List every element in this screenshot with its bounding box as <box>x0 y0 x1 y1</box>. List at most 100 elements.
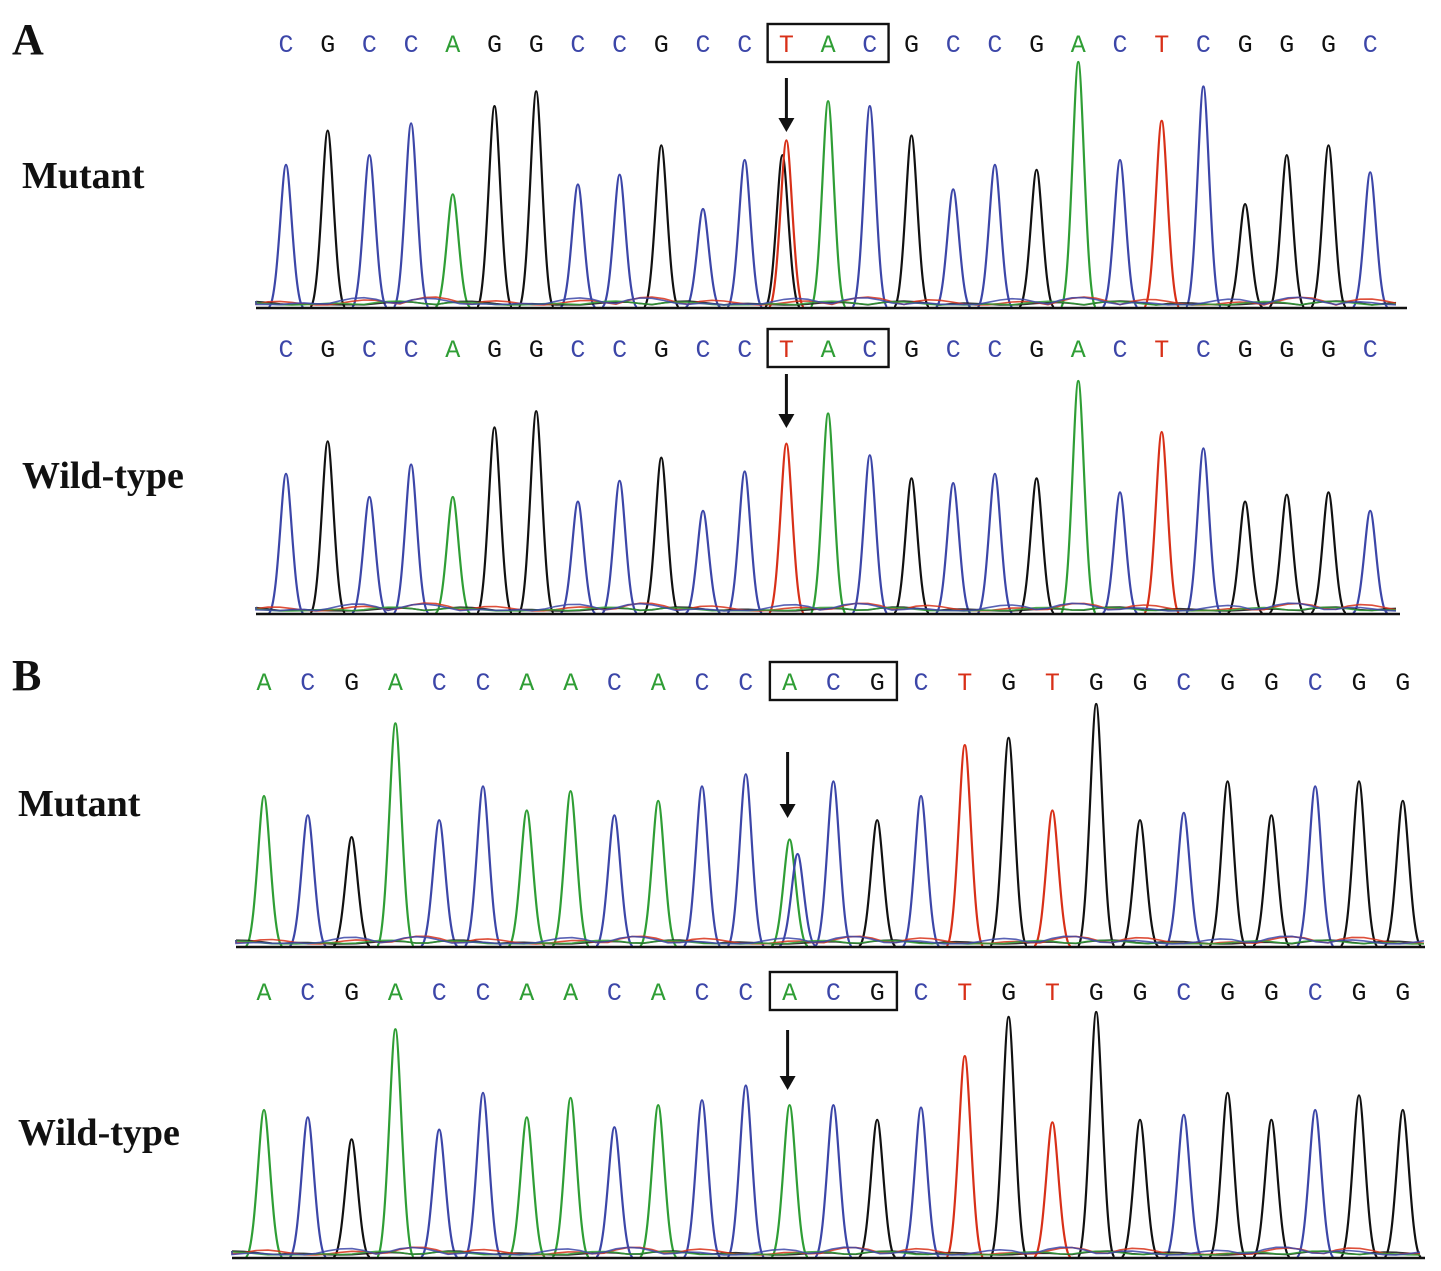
trace-t-b-mutant <box>945 744 1072 948</box>
base-call-b-wildtype-21: G <box>1132 979 1147 1008</box>
trace-a-a-wildtype <box>434 379 1097 615</box>
trace-a-a-mutant <box>434 60 1097 309</box>
trace-g-b-wildtype <box>332 1010 1423 1259</box>
base-call-a-wildtype-2: G <box>320 336 335 365</box>
background-noise-c-b-wildtype <box>231 1246 1421 1256</box>
base-call-b-wildtype-18: G <box>1001 979 1016 1008</box>
base-call-a-mutant-20: A <box>1071 31 1086 60</box>
base-call-b-wildtype-11: C <box>694 979 709 1008</box>
base-call-b-mutant-11: C <box>694 669 709 698</box>
base-call-a-wildtype-23: C <box>1196 336 1211 365</box>
base-call-a-mutant-21: C <box>1112 31 1127 60</box>
base-call-a-wildtype-19: G <box>1029 336 1044 365</box>
base-call-b-mutant-24: G <box>1264 669 1279 698</box>
base-call-b-mutant-25: C <box>1308 669 1323 698</box>
background-noise-c-a-mutant <box>255 296 1397 306</box>
base-call-b-wildtype-22: C <box>1176 979 1191 1008</box>
base-call-b-mutant-1: A <box>256 669 271 698</box>
trace-t-a-wildtype <box>767 430 1181 615</box>
trace-t-a-mutant <box>767 119 1181 309</box>
base-call-a-wildtype-5: A <box>445 336 460 365</box>
base-call-b-mutant-4: A <box>388 669 403 698</box>
base-call-b-mutant-23: G <box>1220 669 1235 698</box>
base-call-a-mutant-4: C <box>404 31 419 60</box>
base-call-a-wildtype-27: C <box>1363 336 1378 365</box>
base-call-b-wildtype-25: C <box>1308 979 1323 1008</box>
arrow-down-icon <box>779 1076 796 1090</box>
base-call-b-wildtype-1: A <box>256 979 271 1008</box>
base-call-a-mutant-11: C <box>695 31 710 60</box>
base-call-b-mutant-21: G <box>1132 669 1147 698</box>
base-call-a-wildtype-10: G <box>654 336 669 365</box>
base-call-a-mutant-9: C <box>612 31 627 60</box>
base-call-b-wildtype-7: A <box>519 979 534 1008</box>
base-call-a-wildtype-8: C <box>570 336 585 365</box>
base-call-a-wildtype-6: G <box>487 336 502 365</box>
base-call-a-wildtype-15: C <box>862 336 877 365</box>
codon-box-b-mutant <box>768 660 899 702</box>
base-call-a-wildtype-21: C <box>1112 336 1127 365</box>
base-call-a-wildtype-9: C <box>612 336 627 365</box>
base-call-b-mutant-13: A <box>782 669 797 698</box>
base-call-a-wildtype-3: C <box>362 336 377 365</box>
base-call-a-mutant-22: T <box>1154 31 1169 60</box>
base-call-a-mutant-14: A <box>821 31 836 60</box>
base-call-b-wildtype-4: A <box>388 979 403 1008</box>
base-call-a-wildtype-17: C <box>946 336 961 365</box>
panel-b-wildtype-label: Wild-type <box>18 1112 180 1154</box>
codon-box-a-mutant <box>766 22 890 64</box>
base-call-a-wildtype-4: C <box>404 336 419 365</box>
base-call-a-mutant-6: G <box>487 31 502 60</box>
base-call-a-mutant-23: C <box>1196 31 1211 60</box>
base-call-a-mutant-27: C <box>1363 31 1378 60</box>
base-call-b-wildtype-8: A <box>563 979 578 1008</box>
trace-t-b-wildtype <box>945 1055 1072 1259</box>
base-call-b-mutant-9: C <box>607 669 622 698</box>
trace-g-b-mutant <box>332 702 1423 948</box>
base-call-a-mutant-12: C <box>737 31 752 60</box>
base-call-b-wildtype-6: C <box>475 979 490 1008</box>
base-call-b-mutant-7: A <box>519 669 534 698</box>
base-call-a-wildtype-16: G <box>904 336 919 365</box>
base-call-b-mutant-17: T <box>957 669 972 698</box>
trace-c-a-wildtype <box>267 447 1389 615</box>
background-noise-c-a-wildtype <box>255 602 1397 612</box>
base-call-a-mutant-18: C <box>987 31 1002 60</box>
panel-a-wildtype-label: Wild-type <box>22 455 184 497</box>
arrow-down-icon <box>778 414 795 428</box>
base-call-b-mutant-6: C <box>475 669 490 698</box>
background-noise-t-b-mutant <box>235 935 1425 945</box>
base-call-b-wildtype-13: A <box>782 979 797 1008</box>
base-call-b-wildtype-27: G <box>1395 979 1410 1008</box>
base-call-b-wildtype-19: T <box>1045 979 1060 1008</box>
base-call-a-mutant-7: G <box>529 31 544 60</box>
base-call-a-wildtype-22: T <box>1154 336 1169 365</box>
panel-a-mutant-label: Mutant <box>22 155 145 197</box>
base-call-a-mutant-5: A <box>445 31 460 60</box>
base-call-a-wildtype-12: C <box>737 336 752 365</box>
base-call-b-wildtype-9: C <box>607 979 622 1008</box>
background-noise-a-a-wildtype <box>255 606 1397 612</box>
base-call-a-mutant-1: C <box>278 31 293 60</box>
panel-b-mutant-label: Mutant <box>18 783 141 825</box>
base-call-b-wildtype-24: G <box>1264 979 1279 1008</box>
base-call-b-wildtype-20: G <box>1089 979 1104 1008</box>
base-call-a-mutant-17: C <box>946 31 961 60</box>
base-call-a-mutant-19: G <box>1029 31 1044 60</box>
base-call-b-mutant-12: C <box>738 669 753 698</box>
base-call-a-mutant-10: G <box>654 31 669 60</box>
trace-a-b-mutant <box>244 722 810 948</box>
base-call-b-wildtype-16: C <box>913 979 928 1008</box>
trace-c-b-wildtype <box>288 1084 1335 1259</box>
trace-g-a-wildtype <box>309 410 1348 615</box>
base-call-a-wildtype-24: G <box>1238 336 1253 365</box>
trace-g-a-mutant <box>309 90 1348 309</box>
background-noise-a-b-mutant <box>235 939 1425 945</box>
base-call-b-wildtype-17: T <box>957 979 972 1008</box>
base-call-b-wildtype-23: G <box>1220 979 1235 1008</box>
base-call-a-wildtype-25: G <box>1279 336 1294 365</box>
base-call-b-mutant-22: C <box>1176 669 1191 698</box>
